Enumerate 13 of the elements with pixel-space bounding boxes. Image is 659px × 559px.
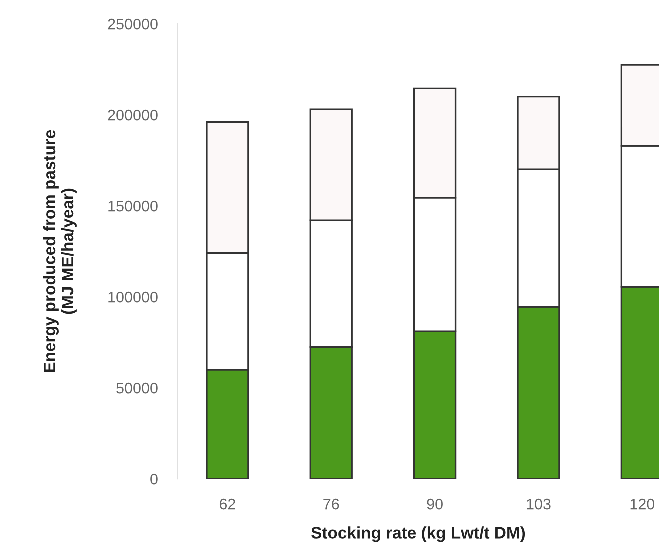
x-tick-label: 103 bbox=[527, 498, 551, 510]
y-tick-label: 100000 bbox=[108, 292, 158, 303]
y-tick-label: 200000 bbox=[108, 110, 158, 121]
x-tick-label: 62 bbox=[220, 498, 236, 510]
x-axis-title: Stocking rate (kg Lwt/t DM) bbox=[312, 526, 526, 542]
y-tick-label: 0 bbox=[150, 474, 158, 485]
x-tick-label: 76 bbox=[324, 498, 340, 510]
y-tick-label: 250000 bbox=[108, 18, 158, 30]
x-tick-label: 90 bbox=[427, 498, 443, 510]
y-tick-label: 150000 bbox=[108, 200, 158, 212]
x-tick-label: 120 bbox=[630, 498, 655, 510]
y-tick-label: 50000 bbox=[116, 382, 158, 394]
y-axis-title: Energy produced from pasture (MJ ME/ha/year) bbox=[43, 130, 77, 372]
